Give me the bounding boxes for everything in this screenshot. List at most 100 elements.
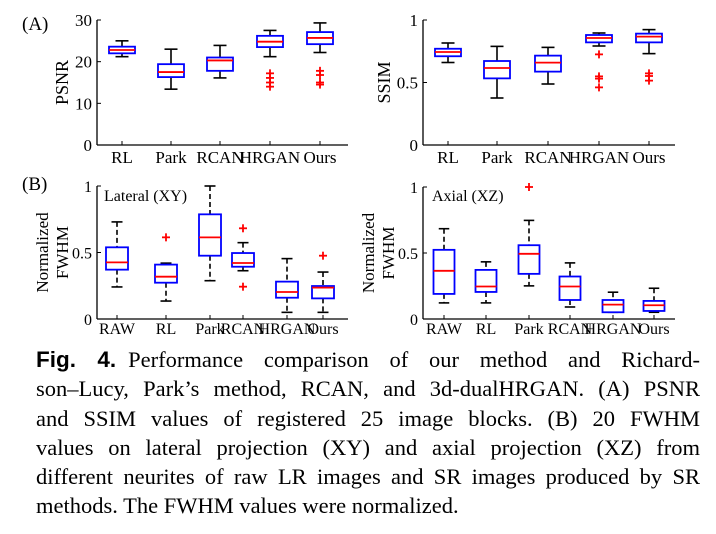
x-tick-label: Ours (307, 321, 338, 338)
caption-line: methods. The FWHM values were normalized… (36, 493, 459, 519)
y-tick-label: 0 (84, 312, 92, 329)
x-tick-label: HRGAN (259, 321, 316, 338)
box-ours (635, 28, 663, 85)
x-tick-label: Ours (303, 148, 336, 167)
y-tick-label: 0 (410, 312, 418, 329)
y-tick-label: 0 (84, 136, 93, 155)
y-tick-label: 10 (75, 94, 92, 113)
outlier-marker (645, 76, 653, 85)
box-park (198, 185, 222, 282)
x-tick-label: RCAN (548, 321, 593, 338)
iqr-box (206, 56, 234, 72)
box-raw (105, 221, 129, 288)
iqr-box (635, 32, 663, 44)
outlier-marker (595, 83, 603, 92)
panel-annotation: Axial (XZ) (432, 188, 504, 205)
box-rcan (534, 46, 562, 85)
x-tick-label: Ours (632, 148, 665, 167)
iqr-box (231, 252, 255, 268)
y-axis-label: SSIM (374, 61, 394, 103)
caption-line: and SSIM values of registered 25 image b… (36, 405, 700, 431)
box-ours (306, 22, 334, 89)
box-rcan (206, 44, 234, 79)
outlier-marker (595, 50, 603, 59)
caption-line: son–Lucy, Park’s method, RCAN, and 3d-du… (36, 376, 700, 402)
outlier-marker (316, 71, 324, 79)
x-tick-label: RAW (426, 321, 463, 338)
box-rl (108, 40, 136, 58)
x-tick-label: RCAN (524, 148, 571, 167)
panel-label: (A) (22, 14, 48, 35)
box-park (157, 48, 185, 90)
panel-label: (B) (22, 174, 47, 195)
y-tick-label: 1 (84, 179, 92, 196)
iqr-box (105, 246, 129, 271)
y-tick-label: 0 (410, 136, 419, 155)
iqr-box (558, 275, 582, 301)
x-tick-label: HRGAN (585, 321, 642, 338)
x-tick-label: RL (111, 148, 133, 167)
y-axis-label: FWHM (379, 227, 398, 280)
x-tick-label: Park (481, 148, 513, 167)
x-tick-label: Ours (638, 321, 669, 338)
x-tick-label: HRGAN (569, 148, 629, 167)
caption-line: values on lateral projection (XY) and ax… (36, 434, 700, 460)
outlier-marker (319, 251, 327, 260)
x-tick-label: RCAN (221, 321, 266, 338)
y-tick-label: 1 (410, 180, 418, 197)
y-tick-label: 30 (75, 11, 92, 30)
x-tick-label: Park (155, 148, 187, 167)
outlier-marker (239, 282, 247, 291)
caption-line: different neurites of raw LR images and … (36, 464, 700, 490)
x-tick-label: RCAN (196, 148, 243, 167)
box-hrgan (585, 32, 613, 92)
x-tick-label: RAW (99, 321, 136, 338)
x-tick-label: Park (514, 321, 543, 338)
box-rl (474, 261, 498, 304)
iqr-box (534, 54, 562, 73)
outlier-marker (162, 233, 170, 242)
x-tick-label: HRGAN (240, 148, 300, 167)
box-rl (154, 233, 178, 302)
x-tick-label: Park (195, 321, 224, 338)
iqr-box (154, 263, 178, 284)
y-axis-label: Normalized (359, 212, 378, 293)
box-park (517, 183, 541, 287)
iqr-box (432, 248, 456, 295)
outlier-marker (595, 74, 603, 83)
y-tick-label: 0.5 (397, 74, 418, 93)
caption-line: Fig. 4. Performance comparison of our met… (36, 347, 700, 372)
iqr-box (157, 63, 185, 78)
iqr-box (311, 285, 335, 300)
outlier-marker (316, 80, 324, 89)
y-tick-label: 0.5 (398, 246, 418, 263)
box-raw (432, 227, 456, 304)
iqr-box (483, 60, 511, 80)
outlier-marker (239, 224, 247, 233)
y-tick-label: 1 (410, 11, 419, 30)
box-hrgan (275, 257, 299, 314)
x-tick-label: RL (437, 148, 459, 167)
figure-caption: Fig. 4. Performance comparison of our met… (36, 345, 700, 521)
box-hrgan (256, 29, 284, 91)
y-tick-label: 20 (75, 53, 92, 72)
outlier-marker (525, 183, 533, 191)
iqr-box (198, 213, 222, 257)
y-axis-label: FWHM (53, 226, 72, 279)
iqr-box (601, 299, 625, 314)
iqr-box (517, 244, 541, 275)
iqr-box (474, 268, 498, 293)
box-ours (642, 287, 666, 314)
x-tick-label: RL (156, 321, 176, 338)
y-tick-label: 0.5 (72, 246, 92, 263)
iqr-box (275, 280, 299, 299)
box-park (483, 45, 511, 99)
box-rcan (231, 224, 255, 291)
figure-label: Fig. 4. (36, 347, 117, 372)
panel-annotation: Lateral (XY) (104, 188, 187, 205)
